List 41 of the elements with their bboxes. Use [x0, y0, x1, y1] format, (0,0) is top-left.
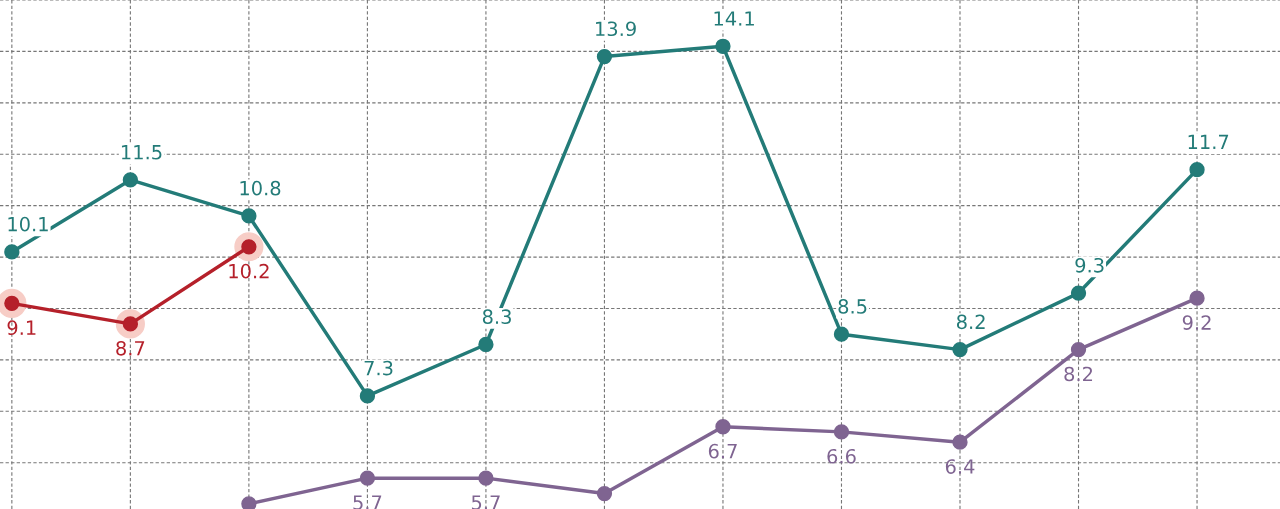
data-label: 9.2	[1182, 315, 1211, 330]
point	[715, 419, 731, 435]
data-label: 10.1	[8, 216, 48, 232]
point	[359, 388, 376, 404]
point	[1189, 290, 1205, 306]
data-label: 6.6	[827, 448, 856, 464]
data-label: 7.3	[364, 360, 393, 376]
point	[478, 336, 494, 353]
point	[833, 326, 850, 342]
data-label: 8.2	[956, 314, 985, 330]
point	[715, 38, 731, 54]
data-label: 8.2	[1064, 366, 1093, 382]
data-label: 9.3	[1075, 257, 1104, 273]
data-label: 6.4	[945, 459, 975, 474]
point	[359, 470, 376, 486]
point	[952, 434, 968, 450]
data-label: 6.7	[708, 443, 737, 459]
data-label: 8.7	[116, 340, 145, 356]
data-label: 14.1	[714, 11, 754, 26]
point	[596, 48, 613, 65]
data-label: 8.3	[482, 309, 511, 325]
point	[478, 470, 494, 486]
point	[4, 244, 20, 260]
data-label: 10.8	[240, 180, 281, 196]
data-label: 11.5	[121, 145, 162, 160]
point	[833, 424, 850, 440]
point	[952, 341, 968, 358]
data-label: 11.7	[1188, 134, 1229, 149]
point	[1070, 285, 1087, 301]
data-label: 9.1	[7, 320, 36, 336]
data-label: 8.5	[838, 299, 867, 314]
point	[1189, 162, 1205, 178]
point	[596, 485, 613, 502]
point	[122, 172, 139, 188]
data-label: 13.9	[596, 21, 636, 37]
data-label: 10.2	[229, 263, 269, 279]
point	[241, 496, 257, 509]
data-label: 5.7	[353, 495, 382, 509]
point	[1070, 341, 1087, 358]
point	[241, 208, 257, 224]
data-label: 5.7	[471, 495, 500, 509]
